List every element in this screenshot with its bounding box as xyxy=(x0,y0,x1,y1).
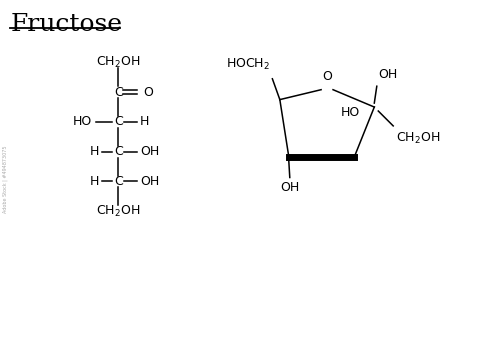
Text: O: O xyxy=(143,86,153,99)
Text: H: H xyxy=(90,175,100,188)
Text: HO: HO xyxy=(341,105,360,119)
Text: OH: OH xyxy=(140,175,160,188)
Text: Adobe Stock | #494873075: Adobe Stock | #494873075 xyxy=(2,145,8,213)
Text: HOCH$_2$: HOCH$_2$ xyxy=(226,57,270,72)
Text: CH$_2$OH: CH$_2$OH xyxy=(96,55,140,70)
Text: C: C xyxy=(114,175,122,188)
Text: H: H xyxy=(140,115,149,129)
Text: H: H xyxy=(90,145,100,158)
Text: OH: OH xyxy=(280,182,299,194)
Text: O: O xyxy=(322,70,332,83)
Text: HO: HO xyxy=(73,115,92,129)
Text: C: C xyxy=(114,86,122,99)
Text: OH: OH xyxy=(140,145,160,158)
Text: C: C xyxy=(114,115,122,129)
Text: C: C xyxy=(114,145,122,158)
Text: Fructose: Fructose xyxy=(10,13,122,36)
Text: OH: OH xyxy=(378,68,398,81)
Text: CH$_2$OH: CH$_2$OH xyxy=(396,131,440,146)
Text: CH$_2$OH: CH$_2$OH xyxy=(96,204,140,219)
